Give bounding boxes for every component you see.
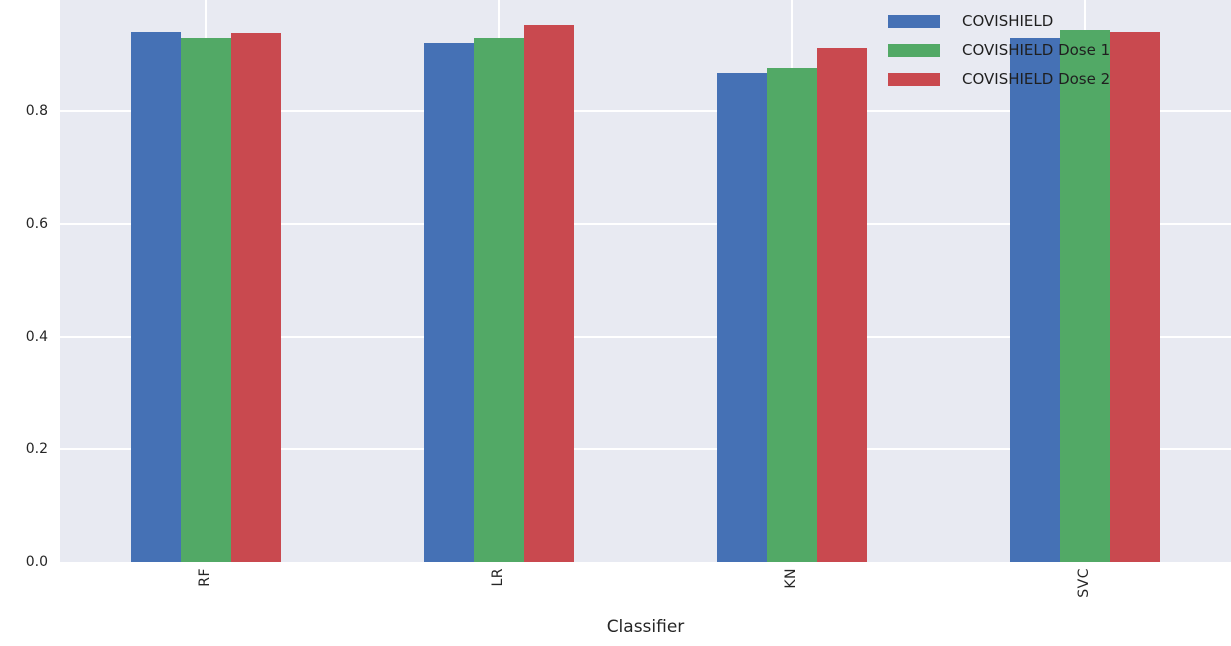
bar-rf-covishield-dose-1 [181,38,232,562]
gridline-y-0.2 [60,448,1231,451]
legend-color-swatch [888,44,940,57]
legend-label: COVISHIELD Dose 2 [962,70,1111,88]
x-tick-label-svc: SVC [1075,568,1092,598]
y-tick-label-0.6: 0.6 [25,216,48,233]
x-tick-label-kn: KN [782,568,799,589]
y-tick-label-0.4: 0.4 [25,328,48,345]
bar-lr-covishield [424,43,475,562]
bar-svc-covishield-dose-2 [1109,32,1160,562]
x-axis-title: Classifier [606,617,685,637]
bar-group-lr [424,25,575,562]
bar-group-kn [716,48,867,562]
bar-kn-covishield-dose-1 [766,68,817,562]
y-tick-label-0.8: 0.8 [25,103,48,120]
legend-color-swatch [888,15,940,28]
legend-label: COVISHIELD Dose 1 [962,41,1111,59]
bar-group-rf [131,32,282,562]
bar-group-svc [1009,30,1160,562]
bar-svc-covishield [1009,38,1060,562]
bar-kn-covishield [716,73,767,562]
gridline-y-0.6 [60,223,1231,226]
x-tick-label-lr: LR [490,568,507,587]
x-tick-label-rf: RF [197,568,214,587]
bar-kn-covishield-dose-2 [816,48,867,562]
bar-lr-covishield-dose-2 [524,25,575,562]
bar-lr-covishield-dose-1 [474,38,525,562]
gridline-y-0.8 [60,110,1231,113]
legend-item-covishield-dose-2: COVISHIELD Dose 2 [888,71,1110,88]
y-tick-label-0.0: 0.0 [25,554,48,570]
bar-svc-covishield-dose-1 [1059,30,1110,562]
legend-label: COVISHIELD [962,12,1054,30]
plot-area [60,0,1231,562]
legend: COVISHIELD COVISHIELD Dose 1 COVISHIELD Do… [888,13,1110,88]
y-tick-label-0.2: 0.2 [25,441,48,458]
legend-item-covishield-dose-1: COVISHIELD Dose 1 [888,42,1110,59]
bar-rf-covishield-dose-2 [231,33,282,562]
gridline-y-0.4 [60,335,1231,338]
bar-rf-covishield [131,32,182,562]
legend-item-covishield: COVISHIELD [888,13,1110,30]
legend-color-swatch [888,73,940,86]
